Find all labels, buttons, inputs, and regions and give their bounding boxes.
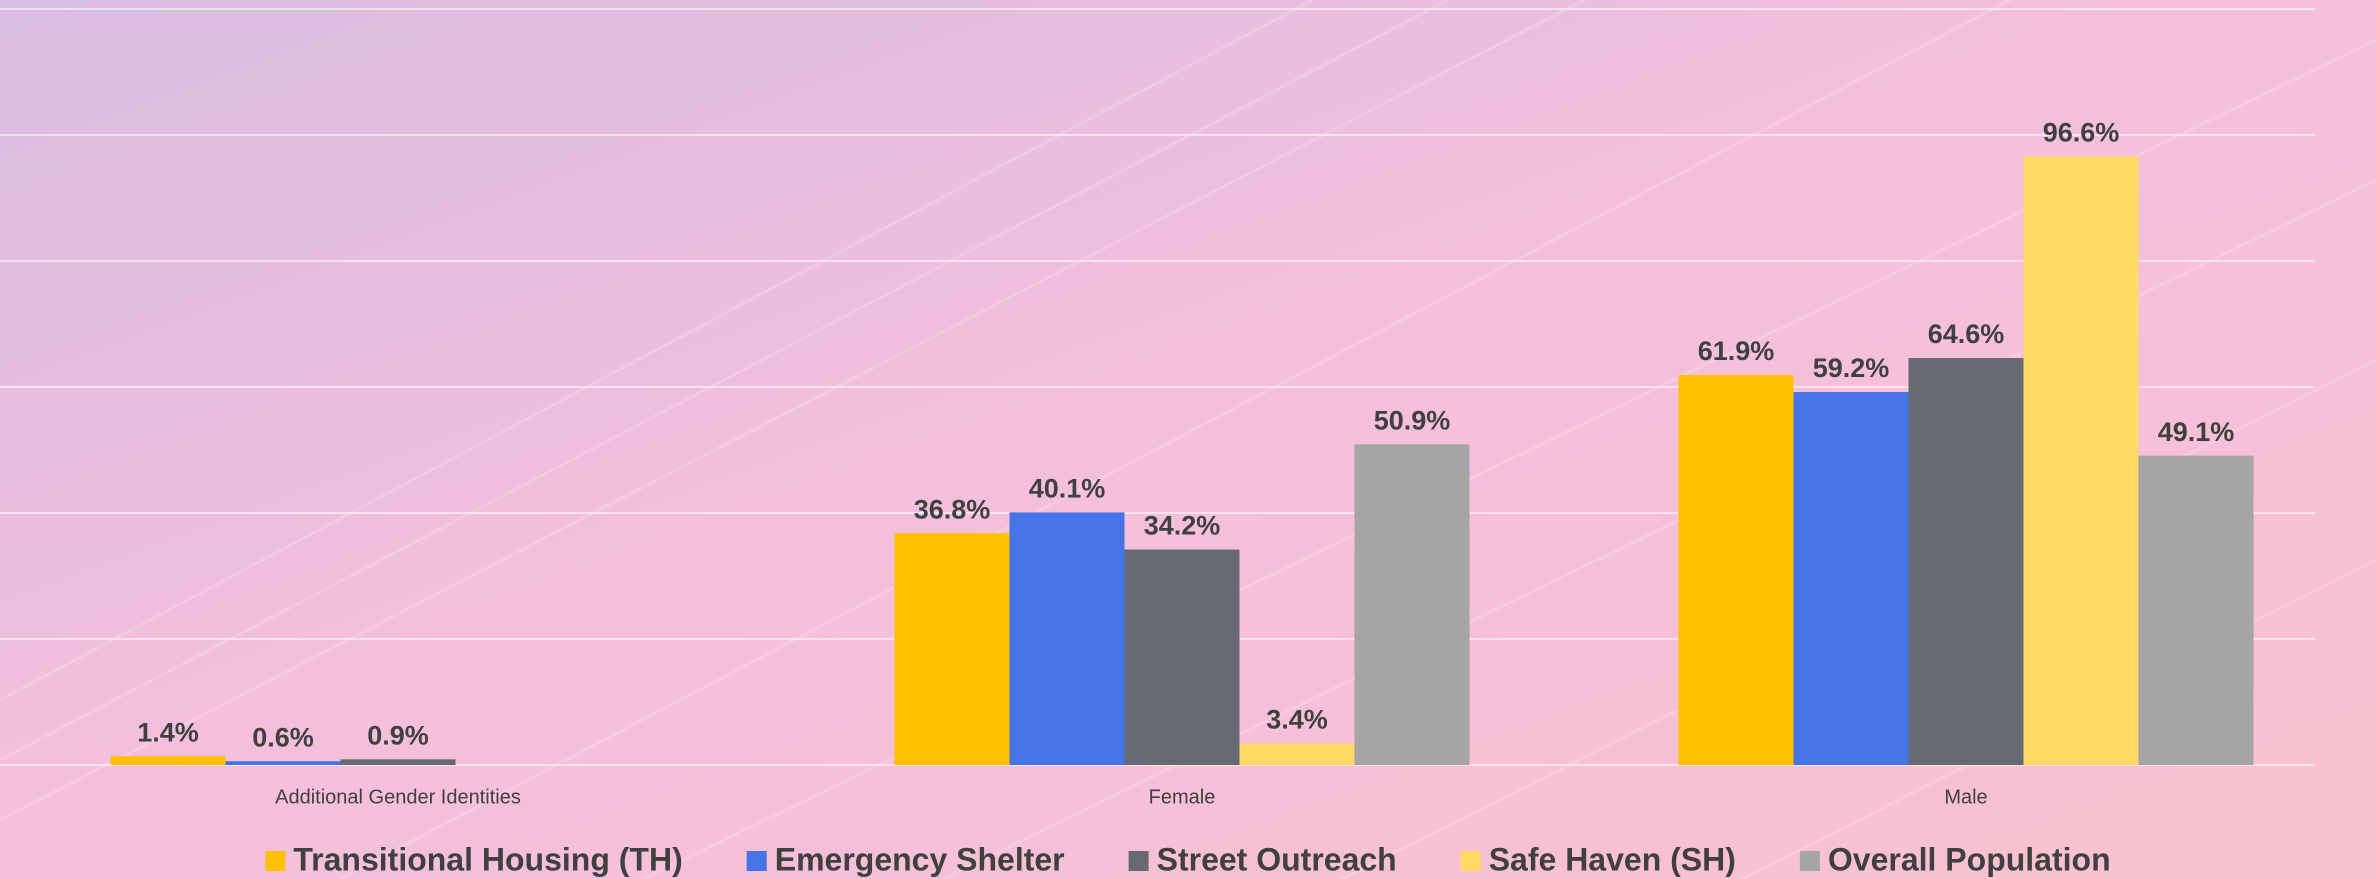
x-tick-label: Additional Gender Identities — [275, 786, 521, 808]
bar — [1678, 375, 1794, 765]
bar — [1009, 512, 1125, 765]
x-tick-label: Male — [1944, 786, 1987, 808]
legend-swatch — [1799, 851, 1820, 871]
legend-swatch — [746, 851, 767, 871]
legend-label: Overall Population — [1828, 841, 2111, 877]
data-label: 50.9% — [1374, 405, 1451, 435]
bar — [894, 533, 1010, 765]
legend-swatch — [1128, 851, 1149, 871]
legend-label: Street Outreach — [1157, 841, 1397, 877]
bar — [225, 761, 341, 765]
data-label: 49.1% — [2158, 417, 2235, 447]
bar — [1239, 743, 1355, 765]
legend-swatch — [1460, 851, 1481, 871]
bar — [2138, 455, 2254, 765]
bar — [110, 756, 226, 765]
legend-label: Safe Haven (SH) — [1489, 841, 1736, 877]
legend-label: Transitional Housing (TH) — [293, 841, 682, 877]
data-label: 1.4% — [137, 717, 199, 747]
x-tick-label: Female — [1149, 786, 1216, 808]
bar — [1908, 358, 2024, 765]
data-label: 40.1% — [1029, 473, 1106, 503]
data-label: 0.9% — [367, 720, 429, 750]
bar — [1793, 392, 1909, 765]
bar — [1124, 549, 1240, 765]
bar — [2023, 156, 2139, 766]
data-label: 64.6% — [1928, 319, 2005, 349]
data-label: 96.6% — [2043, 118, 2120, 148]
data-label: 3.4% — [1266, 705, 1328, 735]
data-label: 61.9% — [1698, 336, 1775, 366]
legend-label: Emergency Shelter — [775, 841, 1065, 877]
data-label: 59.2% — [1813, 353, 1890, 383]
bar — [340, 759, 456, 765]
bar — [1354, 444, 1470, 765]
data-label: 36.8% — [914, 494, 991, 524]
data-label: 34.2% — [1144, 511, 1221, 541]
legend-swatch — [265, 851, 286, 871]
data-label: 0.6% — [252, 722, 314, 752]
